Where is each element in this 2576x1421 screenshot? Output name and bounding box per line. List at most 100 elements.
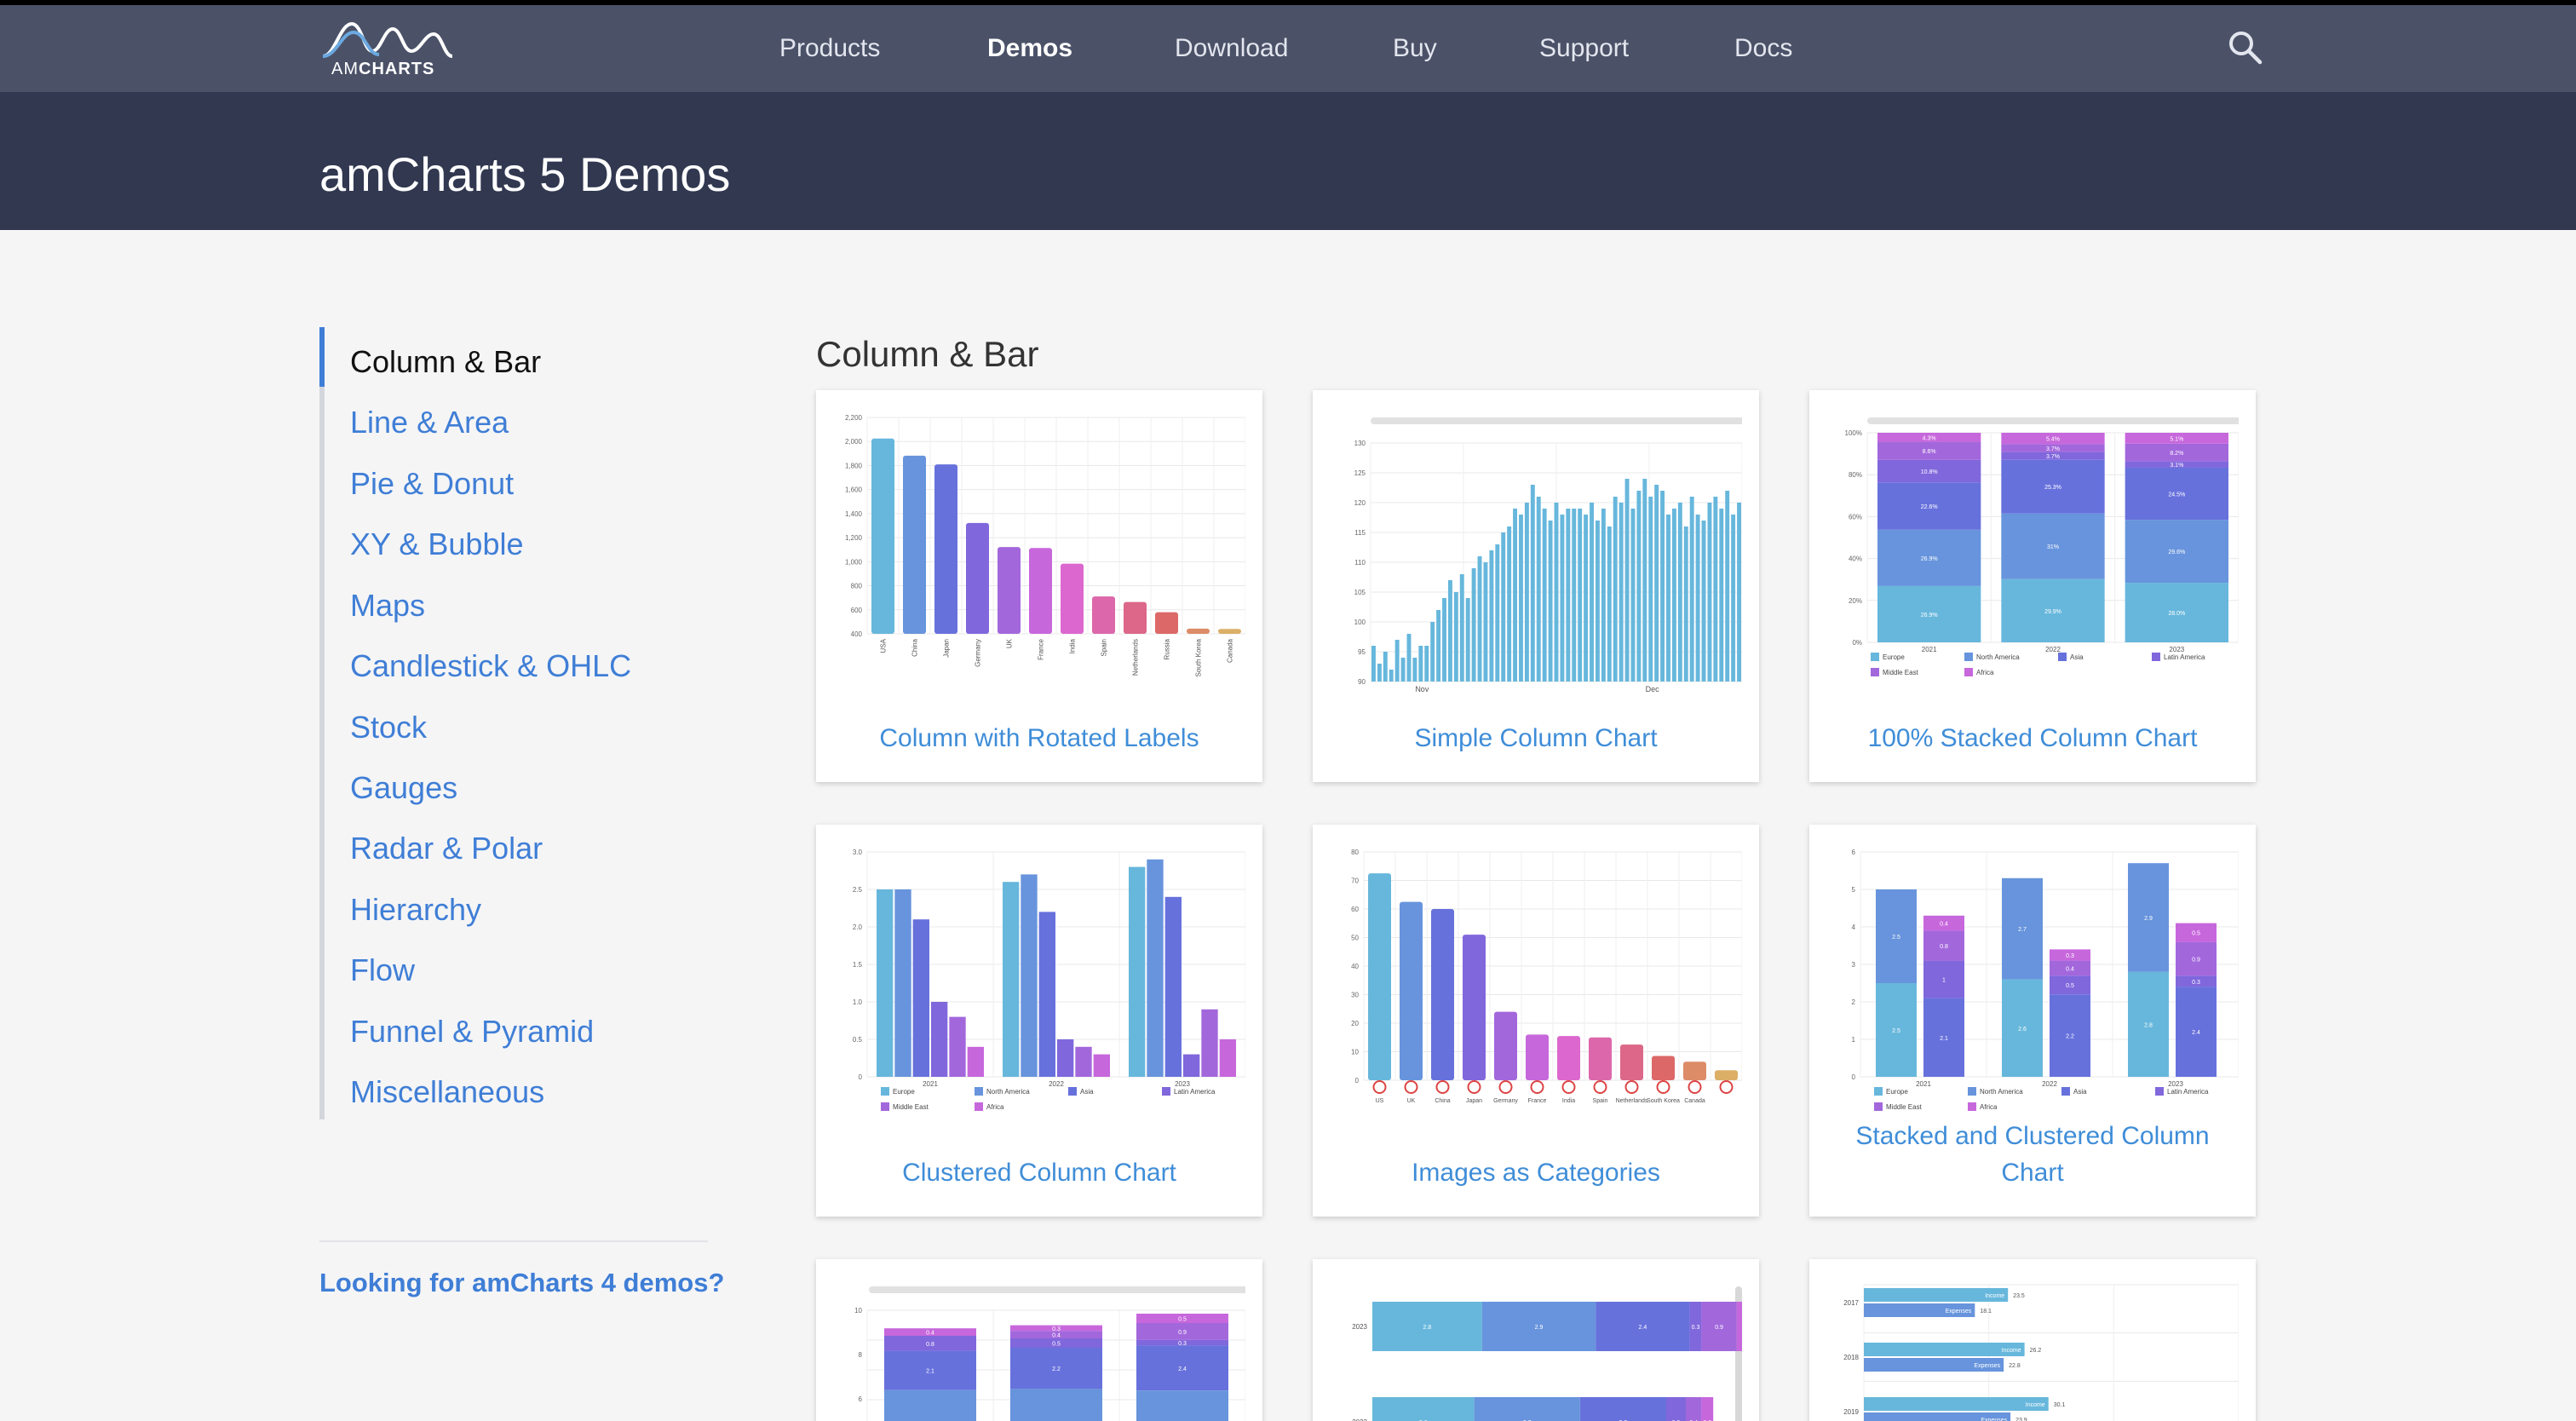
- data-label: 1: [1942, 978, 1946, 984]
- demo-card-partial-1[interactable]: 10 8 6 0.4 0.8 2.1 0.3 0.4 0.5 2.2 0.5 0.9 0.3 2.4: [816, 1259, 1262, 1421]
- flag-icon: [1530, 1080, 1544, 1094]
- legend-label: Middle East: [1883, 669, 1919, 676]
- bar: [1695, 515, 1700, 682]
- demo-card-100-stacked-column[interactable]: 100% 80% 60% 40% 20% 0% 26.9% 26.9% 22.6% 10.8% 8.…: [1809, 390, 2256, 782]
- y-tick-label: 120: [1354, 499, 1366, 507]
- legend-label: Europe: [1883, 653, 1905, 661]
- legend-label: Latin America: [2167, 1088, 2209, 1096]
- sidebar-item-flow[interactable]: Flow: [350, 952, 416, 987]
- y-tick-label: 60%: [1849, 513, 1862, 521]
- bar-segment: [1474, 1397, 1580, 1421]
- bar: [1183, 1054, 1200, 1077]
- x-tick-label: China: [911, 638, 919, 656]
- demo-card-images-as-categories[interactable]: 80 70 60 50 40 30 20 10 0 US UK China Japan Germany Fr…: [1313, 825, 1759, 1217]
- flag-icon: [1624, 1080, 1639, 1094]
- data-label: 3.1%: [2170, 463, 2183, 469]
- sidebar-active-indicator: [319, 327, 325, 387]
- data-label: 5.4%: [2046, 437, 2060, 443]
- bar: [1613, 497, 1618, 682]
- amcharts-logo[interactable]: AMCHARTS: [319, 17, 456, 85]
- bar-segment: [1923, 915, 1964, 931]
- y-tick-label: 2,000: [845, 438, 863, 446]
- legend-label: Europe: [1886, 1088, 1908, 1096]
- bar-segment: [2001, 513, 2105, 579]
- sidebar-item-xy-bubble[interactable]: XY & Bubble: [350, 526, 524, 561]
- page-header: amCharts 5 Demos: [0, 92, 2576, 230]
- legend-marker: [1871, 653, 1879, 661]
- bar: [1377, 664, 1382, 682]
- demo-card-clustered-column[interactable]: 3.0 2.5 2.0 1.5 1.0 0.5 0 2021 2022 2023 Europe Nor…: [816, 825, 1262, 1217]
- bar-segment: [2125, 467, 2228, 521]
- y-tick-label: 110: [1354, 559, 1366, 567]
- bar-segment: [1876, 889, 1917, 983]
- nav-buy[interactable]: Buy: [1393, 34, 1437, 62]
- legend-label: Africa: [1980, 1103, 1998, 1111]
- nav-docs[interactable]: Docs: [1734, 34, 1793, 62]
- nav-products[interactable]: Products: [779, 34, 881, 62]
- search-icon[interactable]: [2227, 29, 2264, 66]
- bar: [1038, 912, 1055, 1077]
- bar: [998, 547, 1021, 634]
- y-tick-label: 800: [851, 583, 863, 590]
- sidebar-item-gauges[interactable]: Gauges: [350, 770, 458, 805]
- bar-segment: [1136, 1390, 1228, 1421]
- sidebar-item-maps[interactable]: Maps: [350, 588, 426, 623]
- data-label: 2.4: [2192, 1030, 2200, 1036]
- bar: [1418, 646, 1423, 682]
- bar: [1003, 882, 1020, 1077]
- data-label: 0.4: [1940, 922, 1948, 928]
- y-tick-label: 0: [859, 1073, 863, 1081]
- bar: [1057, 1039, 1074, 1077]
- sidebar-item-radar-polar[interactable]: Radar & Polar: [350, 831, 543, 866]
- sidebar-item-hierarchy[interactable]: Hierarchy: [350, 892, 482, 927]
- bar: [1219, 1039, 1236, 1077]
- bar: [1453, 592, 1458, 682]
- y-tick-label: 2017: [1843, 1299, 1859, 1307]
- data-label: 2.1: [926, 1369, 934, 1375]
- legend-marker: [1964, 653, 1973, 661]
- demo-card-partial-2[interactable]: 20232.82.92.40.30.90.520222.62.72.20.50.…: [1313, 1259, 1759, 1421]
- x-tick-label: 2023: [2169, 646, 2184, 653]
- sidebar-item-column-bar[interactable]: Column & Bar: [350, 344, 542, 379]
- sidebar-item-candlestick-ohlc[interactable]: Candlestick & OHLC: [350, 648, 632, 683]
- data-label: 31%: [2047, 544, 2059, 550]
- bar: [1489, 550, 1494, 682]
- nav-support[interactable]: Support: [1539, 34, 1630, 62]
- demo-card-partial-3[interactable]: 2017 Income Expenses 23.5 18.1 2018 Income Expe…: [1809, 1259, 2256, 1421]
- y-tick-label: 2.5: [853, 886, 863, 894]
- bar-segment: [2050, 949, 2090, 961]
- chart-thumbnail: 2,200 2,000 1,800 1,600 1,400 1,200 1,000 800 60…: [845, 414, 1245, 676]
- nav-demos[interactable]: Demos: [987, 34, 1073, 62]
- bar-segment: [1923, 930, 1964, 961]
- flag-icon: [1688, 1080, 1702, 1094]
- demo-card-simple-column[interactable]: 130 125 120 115 110 105 100 95 90 Nov Dec Simple C…: [1313, 390, 1759, 782]
- y-tick-label: 130: [1354, 440, 1366, 447]
- legend-marker: [1874, 1102, 1883, 1111]
- sidebar-item-line-area[interactable]: Line & Area: [350, 405, 509, 440]
- bar-segment: [2125, 520, 2228, 584]
- amcharts4-demos-link[interactable]: Looking for amCharts 4 demos?: [319, 1268, 725, 1297]
- demo-card-stacked-clustered-column[interactable]: 6 5 4 3 2 1 0 2.5 2.5 2.1 1 0.8 0.4 2.6 2.7 2.2 0.5 0.4 0.…: [1809, 825, 2256, 1217]
- x-tick-label: Netherlands: [1132, 639, 1140, 676]
- data-label: 2.2: [1052, 1366, 1061, 1372]
- y-tick-label: 2.0: [853, 923, 863, 931]
- data-label: 23.5: [2013, 1293, 2025, 1299]
- sidebar-item-funnel-pyramid[interactable]: Funnel & Pyramid: [350, 1014, 595, 1049]
- nav-download[interactable]: Download: [1175, 34, 1289, 62]
- data-label: 29.9%: [2044, 609, 2061, 615]
- bar-segment: [1596, 1302, 1690, 1351]
- bar: [931, 1002, 948, 1077]
- demo-card-column-rotated-labels[interactable]: 2,200 2,000 1,800 1,600 1,400 1,200 1,000 800 60…: [816, 390, 1262, 782]
- legend-marker: [1874, 1087, 1883, 1096]
- bar: [1436, 610, 1441, 682]
- sidebar-item-miscellaneous[interactable]: Miscellaneous: [350, 1074, 545, 1109]
- data-label: 2.4: [1639, 1325, 1647, 1331]
- data-label: 0.4: [1052, 1333, 1061, 1339]
- sidebar-item-stock[interactable]: Stock: [350, 710, 428, 745]
- sidebar-item-pie-donut[interactable]: Pie & Donut: [350, 466, 515, 501]
- bar-segment: [2125, 461, 2228, 468]
- y-tick-label: 400: [851, 630, 863, 638]
- bar: [949, 1016, 966, 1077]
- bar-segment: [2125, 433, 2228, 444]
- bar-segment: [1010, 1338, 1102, 1348]
